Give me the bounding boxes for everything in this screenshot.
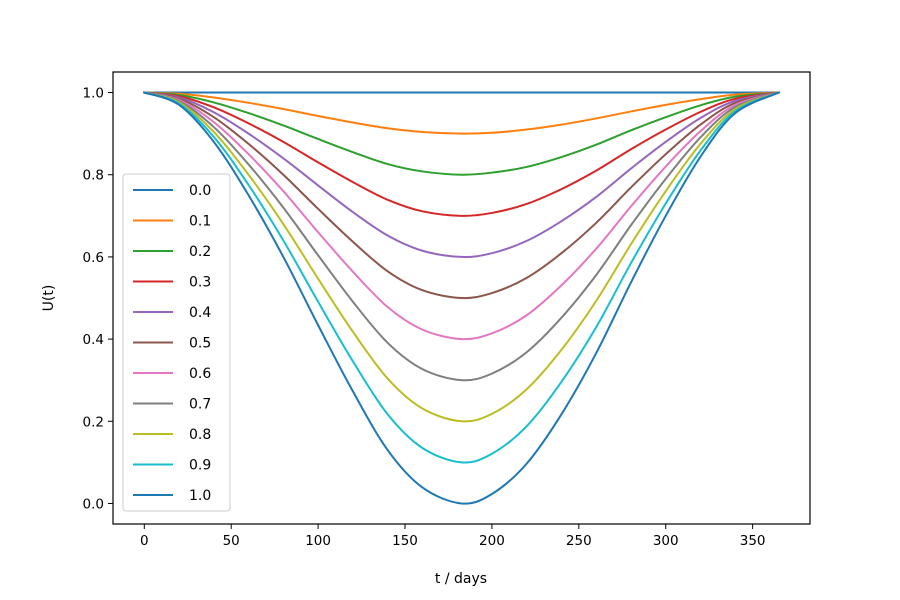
x-tick-label: 200 bbox=[479, 533, 505, 549]
x-tick-label: 350 bbox=[740, 533, 766, 549]
series-line-5 bbox=[143, 91, 780, 300]
series-line-1 bbox=[143, 91, 780, 135]
y-tick-label: 1.0 bbox=[83, 86, 104, 102]
legend: 0.0 0.1 0.2 0.3 0.4 0.5 0.6 0.7 0.8 0.9 1.0 bbox=[122, 173, 231, 512]
series-line-2 bbox=[143, 91, 780, 176]
legend-box bbox=[122, 173, 231, 512]
x-tick-label: 300 bbox=[653, 533, 679, 549]
y-tick-label: 0.4 bbox=[83, 332, 104, 348]
y-axis-label: U(t) bbox=[41, 285, 57, 312]
y-tick-label: 0.6 bbox=[83, 250, 104, 266]
series-line-6 bbox=[143, 91, 780, 341]
plot-frame bbox=[112, 71, 811, 525]
x-tick-label: 0 bbox=[140, 533, 149, 549]
legend-label: 0.2 bbox=[189, 244, 211, 260]
y-tick-label: 0.8 bbox=[83, 168, 104, 184]
legend-label: 0.3 bbox=[189, 275, 211, 291]
x-tick-label: 150 bbox=[392, 533, 418, 549]
legend-label: 0.0 bbox=[189, 183, 211, 199]
x-tick-label: 250 bbox=[566, 533, 592, 549]
legend-label: 1.0 bbox=[189, 488, 211, 504]
series-line-7 bbox=[143, 91, 780, 382]
series-line-10 bbox=[143, 91, 781, 505]
legend-label: 0.8 bbox=[189, 427, 211, 443]
x-axis-label: t / days bbox=[435, 571, 487, 587]
x-tick-label: 50 bbox=[223, 533, 240, 549]
series-line-3 bbox=[143, 91, 780, 217]
legend-label: 0.6 bbox=[189, 366, 211, 382]
y-tick-label: 0.2 bbox=[83, 414, 104, 430]
series-line-9 bbox=[143, 91, 781, 464]
x-axis: 0 50 100 150 200 250 300 350 bbox=[140, 524, 766, 549]
legend-label: 0.7 bbox=[189, 397, 211, 413]
y-axis: 0.0 0.2 0.4 0.6 0.8 1.0 bbox=[83, 86, 113, 512]
legend-label: 0.4 bbox=[189, 305, 211, 321]
legend-label: 0.9 bbox=[189, 458, 211, 474]
x-tick-label: 100 bbox=[305, 533, 331, 549]
series-line-4 bbox=[143, 91, 780, 258]
y-tick-label: 0.0 bbox=[83, 496, 104, 512]
legend-label: 0.5 bbox=[189, 336, 211, 352]
series-line-8 bbox=[143, 91, 780, 423]
series-layer bbox=[143, 91, 781, 505]
legend-label: 0.1 bbox=[189, 214, 211, 230]
